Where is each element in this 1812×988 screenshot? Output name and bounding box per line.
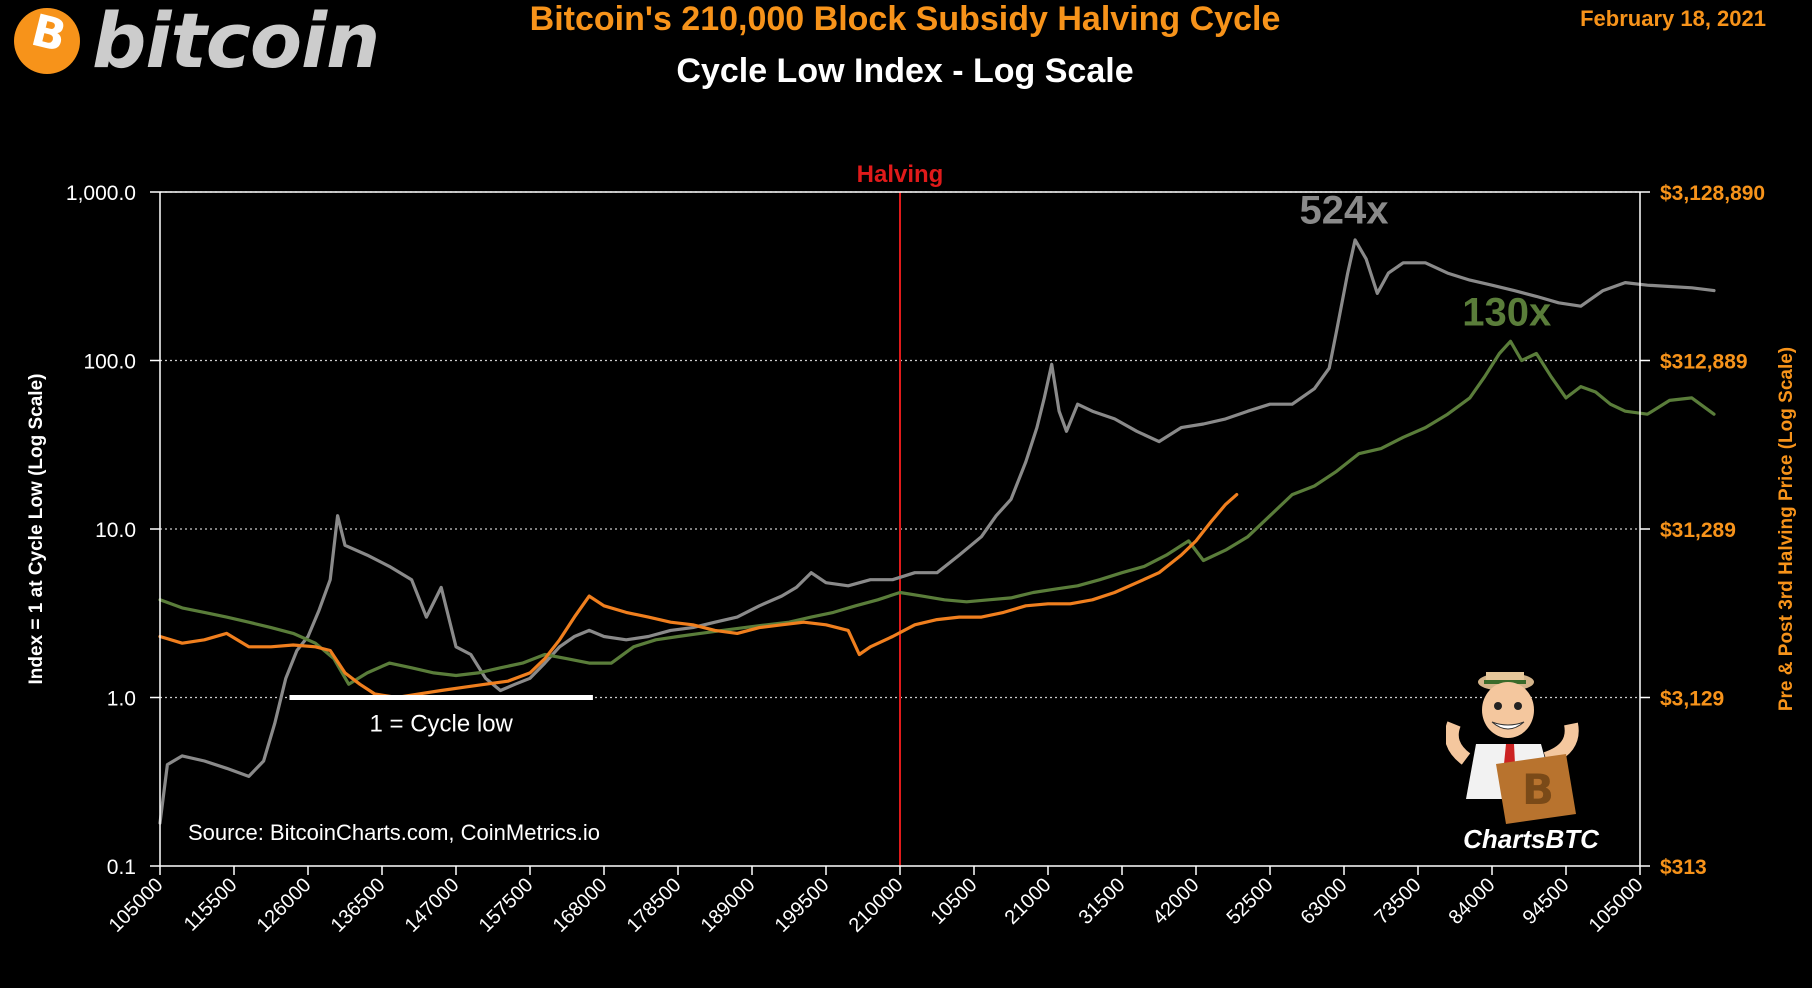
y2-tick-label: $31,289 xyxy=(1660,519,1736,542)
y2-tick-label: $312,889 xyxy=(1660,351,1748,374)
x-tick-label: 73500 xyxy=(1371,874,1426,929)
x-tick-label: 63000 xyxy=(1297,874,1352,929)
x-tick-label: 31500 xyxy=(1075,874,1130,929)
y2-tick-label: $3,128,890 xyxy=(1660,182,1765,205)
bitcoin-logo-coin xyxy=(14,8,80,74)
cycle-low-label: 1 = Cycle low xyxy=(370,711,514,738)
series-layer xyxy=(158,238,1716,825)
x-tick-label: 157500 xyxy=(475,874,538,937)
green-series-line xyxy=(158,339,1716,686)
source-note: Source: BitcoinCharts.com, CoinMetrics.i… xyxy=(188,820,600,845)
y-tick-label: 1,000.0 xyxy=(66,182,136,205)
y2-tick-label: $3,129 xyxy=(1660,688,1724,711)
svg-text:B: B xyxy=(1522,765,1554,814)
x-tick-label: 94500 xyxy=(1519,874,1574,929)
x-tick-label: 189000 xyxy=(697,874,760,937)
annotations-layer: 524x 130x 1 = Cycle low Source: BitcoinChar… xyxy=(188,188,1551,845)
x-tick-label: 105000 xyxy=(1585,874,1648,937)
y-tick-label: 0.1 xyxy=(107,856,136,879)
svg-text:ChartsBTC: ChartsBTC xyxy=(1463,824,1600,854)
chart-date: February 18, 2021 xyxy=(1580,6,1766,31)
y2-axis-title: Pre & Post 3rd Halving Price (Log Scale) xyxy=(1776,347,1797,711)
x-tick-label: 126000 xyxy=(253,874,316,937)
bitcoin-logo-wordmark: bitcoin xyxy=(92,0,380,85)
chartsbtc-logo: B ChartsBTC xyxy=(1446,672,1600,854)
x-tick-label: 52500 xyxy=(1223,874,1278,929)
x-tick-label: 168000 xyxy=(549,874,612,937)
peak-524x-label: 524x xyxy=(1300,188,1389,232)
x-tick-label: 136500 xyxy=(327,874,390,937)
x-tick-label: 115500 xyxy=(180,874,242,936)
halving-label: Halving xyxy=(857,161,944,188)
x-tick-label: 42000 xyxy=(1149,874,1204,929)
x-tick-label: 147000 xyxy=(401,874,464,937)
bitcoin-logo: B bitcoin xyxy=(14,0,394,85)
orange-series-line xyxy=(158,493,1239,700)
y-axis-title: Index = 1 at Cycle Low (Log Scale) xyxy=(26,374,47,685)
x-tick-label: 105000 xyxy=(105,874,168,937)
y2-tick-label: $313 xyxy=(1660,856,1707,879)
x-tick-label: 10500 xyxy=(927,874,982,929)
y-tick-label: 100.0 xyxy=(83,351,136,374)
x-tick-label: 178500 xyxy=(623,874,686,937)
halving-marker: Halving xyxy=(857,161,944,866)
gray-series-line xyxy=(158,238,1716,825)
x-tick-label: 199500 xyxy=(771,874,834,937)
x-tick-label: 84000 xyxy=(1445,874,1500,929)
chart-title: Bitcoin's 210,000 Block Subsidy Halving … xyxy=(529,0,1281,38)
chart-subtitle: Cycle Low Index - Log Scale xyxy=(676,52,1134,90)
y-tick-label: 10.0 xyxy=(95,519,136,542)
x-tick-label: 210000 xyxy=(845,874,908,937)
y-tick-label: 1.0 xyxy=(107,688,136,711)
peak-130x-label: 130x xyxy=(1462,290,1551,334)
x-tick-label: 21000 xyxy=(1001,874,1056,929)
